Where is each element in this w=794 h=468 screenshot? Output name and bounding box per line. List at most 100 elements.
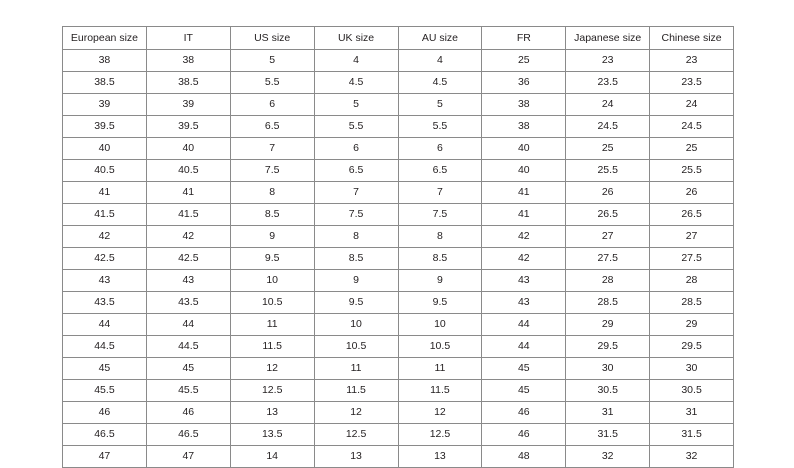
table-row: 38.5 38.5 5.5 4.5 4.5 36 23.5 23.5 [62, 71, 734, 94]
table-cell: 9 [313, 269, 399, 292]
table-cell: 27 [649, 225, 734, 248]
table-header: European size IT US size UK size AU size FR Ja… [62, 26, 734, 50]
table-cell: 41 [145, 181, 231, 204]
table-cell: 24 [565, 93, 651, 116]
table-cell: 12 [397, 401, 483, 424]
table-cell: 45.5 [62, 379, 147, 402]
size-chart-container: European size IT US size UK size AU size FR Ja… [62, 26, 734, 468]
table-cell: 42 [481, 225, 567, 248]
table-cell: 12 [229, 357, 315, 380]
table-row: 41.5 41.5 8.5 7.5 7.5 41 26.5 26.5 [62, 203, 734, 226]
table-cell: 42 [145, 225, 231, 248]
table-cell: 13 [313, 445, 399, 468]
table-cell: 44 [481, 313, 567, 336]
table-row: 39.5 39.5 6.5 5.5 5.5 38 24.5 24.5 [62, 115, 734, 138]
table-cell: 4 [397, 49, 483, 72]
table-cell: 40 [481, 137, 567, 160]
table-cell: 45 [145, 357, 231, 380]
table-cell: 5.5 [229, 71, 315, 94]
table-cell: 44.5 [145, 335, 231, 358]
column-header: Japanese size [565, 26, 651, 50]
table-cell: 11.5 [397, 379, 483, 402]
table-cell: 8.5 [313, 247, 399, 270]
table-cell: 25.5 [565, 159, 651, 182]
table-cell: 44 [481, 335, 567, 358]
table-cell: 41 [481, 181, 567, 204]
table-row: 44.5 44.5 11.5 10.5 10.5 44 29.5 29.5 [62, 335, 734, 358]
table-cell: 8 [313, 225, 399, 248]
table-cell: 6.5 [397, 159, 483, 182]
table-cell: 31 [565, 401, 651, 424]
table-cell: 9 [397, 269, 483, 292]
table-cell: 31.5 [565, 423, 651, 446]
table-cell: 39 [145, 93, 231, 116]
table-cell: 26 [649, 181, 734, 204]
table-cell: 24.5 [565, 115, 651, 138]
page-root: European size IT US size UK size AU size FR Ja… [62, 26, 734, 468]
table-cell: 24.5 [649, 115, 734, 138]
table-row: 40.5 40.5 7.5 6.5 6.5 40 25.5 25.5 [62, 159, 734, 182]
table-cell: 32 [565, 445, 651, 468]
table-cell: 6 [313, 137, 399, 160]
table-cell: 28 [565, 269, 651, 292]
table-cell: 45.5 [145, 379, 231, 402]
table-cell: 29.5 [649, 335, 734, 358]
table-row: 43.5 43.5 10.5 9.5 9.5 43 28.5 28.5 [62, 291, 734, 314]
column-header: UK size [313, 26, 399, 50]
table-cell: 14 [229, 445, 315, 468]
table-cell: 43 [481, 291, 567, 314]
table-cell: 29 [649, 313, 734, 336]
table-cell: 10 [229, 269, 315, 292]
table-cell: 23 [649, 49, 734, 72]
table-cell: 40 [481, 159, 567, 182]
column-header: AU size [397, 26, 483, 50]
table-cell: 11 [229, 313, 315, 336]
table-cell: 31.5 [649, 423, 734, 446]
table-cell: 9.5 [313, 291, 399, 314]
table-cell: 48 [481, 445, 567, 468]
table-cell: 25.5 [649, 159, 734, 182]
table-cell: 38 [145, 49, 231, 72]
table-cell: 11 [313, 357, 399, 380]
table-cell: 13 [397, 445, 483, 468]
table-row: 46.5 46.5 13.5 12.5 12.5 46 31.5 31.5 [62, 423, 734, 446]
table-cell: 28.5 [649, 291, 734, 314]
table-cell: 8.5 [229, 203, 315, 226]
table-row: 45 45 12 11 11 45 30 30 [62, 357, 734, 380]
table-cell: 46.5 [62, 423, 147, 446]
table-cell: 26.5 [649, 203, 734, 226]
table-cell: 7 [397, 181, 483, 204]
table-cell: 6 [229, 93, 315, 116]
column-header: US size [229, 26, 315, 50]
table-cell: 4 [313, 49, 399, 72]
table-cell: 44 [145, 313, 231, 336]
table-row: 46 46 13 12 12 46 31 31 [62, 401, 734, 424]
table-cell: 47 [62, 445, 147, 468]
table-cell: 12.5 [397, 423, 483, 446]
table-row: 41 41 8 7 7 41 26 26 [62, 181, 734, 204]
shoe-size-conversion-table: European size IT US size UK size AU size FR Ja… [62, 26, 734, 468]
table-cell: 6 [397, 137, 483, 160]
table-row: 43 43 10 9 9 43 28 28 [62, 269, 734, 292]
table-cell: 6.5 [229, 115, 315, 138]
table-cell: 6.5 [313, 159, 399, 182]
table-cell: 10 [397, 313, 483, 336]
table-cell: 39 [62, 93, 147, 116]
table-cell: 39.5 [145, 115, 231, 138]
table-cell: 10 [313, 313, 399, 336]
table-cell: 25 [565, 137, 651, 160]
table-cell: 7.5 [229, 159, 315, 182]
table-cell: 7 [313, 181, 399, 204]
table-cell: 8 [397, 225, 483, 248]
table-cell: 47 [145, 445, 231, 468]
table-cell: 44 [62, 313, 147, 336]
table-cell: 8 [229, 181, 315, 204]
table-cell: 5.5 [397, 115, 483, 138]
table-cell: 43.5 [62, 291, 147, 314]
table-cell: 44.5 [62, 335, 147, 358]
table-cell: 41 [62, 181, 147, 204]
column-header: FR [481, 26, 567, 50]
table-cell: 29.5 [565, 335, 651, 358]
table-cell: 42.5 [62, 247, 147, 270]
table-body: 38 38 5 4 4 25 23 23 38.5 38.5 5.5 4.5 4.5 36 23.5 23.5… [62, 49, 734, 468]
